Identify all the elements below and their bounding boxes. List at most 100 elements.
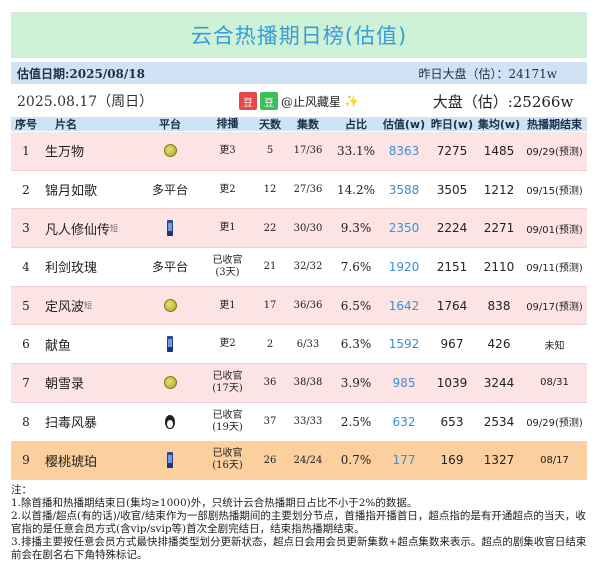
row-avg: 2534 — [483, 414, 515, 429]
header-avg: 集均(w) — [477, 118, 521, 131]
row-episodes: 17/36 — [293, 145, 323, 157]
mango-icon — [163, 376, 177, 390]
row-ratio: 6.5% — [340, 298, 372, 313]
row-days: 36 — [263, 377, 277, 389]
row-ratio: 3.9% — [340, 375, 372, 390]
row-avg: 1327 — [483, 453, 515, 468]
tencent-icon — [167, 452, 173, 469]
row-yesterday: 967 — [440, 337, 464, 352]
row-end: 09/29(预测) — [526, 147, 583, 159]
table-row: 9 樱桃琥珀 已收官 (16天) 26 24/24 0.7% 177 169 1327 08/17 — [11, 441, 587, 481]
mango-icon — [163, 299, 177, 313]
row-schedule: 更2 — [219, 338, 236, 350]
row-name: 献鱼 — [41, 325, 141, 363]
row-schedule: 更1 — [219, 222, 236, 234]
row-title: 朝雪录 — [45, 377, 85, 393]
market-line: 大盘（估）:25266w — [432, 92, 574, 111]
table-row: 8 扫毒风暴 已收官 (19天) 37 33/33 2.5% 632 653 2534 09/29… — [11, 402, 587, 442]
row-platform — [141, 403, 199, 441]
table-body: 1 生万物 更3 5 17/36 33.1% 8363 7275 1485 09/29(预测) 2 锦… — [11, 132, 587, 481]
row-end: 09/15(预测) — [526, 186, 583, 198]
note-1: 1.除首播和热播期结束日(集均≥1000)外，只统计云合热播期日占比不小于2%的… — [11, 497, 418, 509]
row-days: 2 — [266, 338, 274, 350]
row-platform — [141, 442, 199, 480]
row-avg: 2271 — [483, 221, 515, 236]
row-title: 定风波 — [45, 300, 85, 316]
row-episodes: 27/36 — [293, 184, 323, 196]
short-tag: 短 — [110, 223, 119, 233]
row-platform — [141, 287, 199, 325]
row-end: 09/29(预测) — [526, 418, 583, 430]
short-tag: 短 — [84, 301, 93, 311]
row-no: 7 — [22, 375, 30, 390]
row-episodes: 33/33 — [293, 416, 323, 428]
platform-text: 多平台 — [151, 183, 188, 198]
row-avg: 2110 — [483, 259, 515, 274]
row-yesterday: 2151 — [436, 259, 468, 274]
row-episodes: 6/33 — [296, 338, 320, 350]
table-row: 3 凡人修仙传短 更1 22 30/30 9.3% 2350 2224 2271 09/01(预测… — [11, 209, 587, 249]
header-end: 热播期结束 — [527, 118, 582, 131]
row-end: 09/01(预测) — [526, 224, 583, 236]
row-ratio: 0.7% — [340, 453, 372, 468]
row-schedule: 更1 — [219, 299, 236, 311]
row-yesterday: 2224 — [436, 221, 468, 236]
row-ratio: 6.3% — [340, 337, 372, 352]
row-avg: 838 — [487, 298, 511, 313]
row-days: 21 — [263, 261, 277, 273]
row-estimate: 1920 — [388, 259, 420, 274]
row-no: 3 — [22, 221, 30, 236]
row-schedule: 更2 — [219, 183, 236, 195]
row-no: 2 — [22, 182, 30, 197]
row-title: 凡人修仙传 — [45, 222, 111, 238]
row-estimate: 3588 — [388, 182, 420, 197]
platform-text: 多平台 — [151, 260, 188, 275]
row-episodes: 38/38 — [293, 377, 323, 389]
row-estimate: 8363 — [388, 143, 420, 158]
row-estimate: 2350 — [388, 221, 420, 236]
row-platform — [141, 325, 199, 363]
row-yesterday: 1764 — [436, 298, 468, 313]
header-platform: 平台 — [159, 118, 181, 131]
tencent-icon — [167, 336, 173, 353]
row-end: 09/11(预测) — [526, 263, 583, 275]
row-title: 利剑玫瑰 — [45, 261, 98, 277]
row-estimate: 985 — [392, 375, 416, 390]
table-row: 7 朝雪录 已收官 (17天) 36 38/38 3.9% 985 1039 3244 08/31 — [11, 364, 587, 403]
row-ratio: 33.1% — [336, 143, 376, 158]
row-days: 22 — [263, 222, 277, 234]
row-no: 1 — [22, 143, 30, 158]
row-name: 凡人修仙传短 — [41, 209, 141, 247]
penguin-icon — [165, 414, 175, 429]
row-schedule: 已收官 (16天) — [212, 448, 243, 472]
row-no: 9 — [22, 453, 30, 468]
estimate-date: 估值日期:2025/08/18 — [17, 66, 145, 81]
row-yesterday: 653 — [440, 414, 464, 429]
row-episodes: 30/30 — [293, 222, 323, 234]
header-no: 序号 — [15, 118, 37, 131]
row-avg: 3244 — [483, 375, 515, 390]
row-days: 5 — [266, 145, 274, 157]
table-row: 2 锦月如歌 多平台 更2 12 27/36 14.2% 3588 3505 1212 09/15(… — [11, 170, 587, 210]
header-yesterday: 昨日(w) — [430, 118, 474, 131]
header-name: 片名 — [55, 118, 77, 131]
header-ratio: 占比 — [345, 118, 367, 131]
header-episodes: 集数 — [297, 118, 319, 131]
header-estimate: 估值(w) — [382, 118, 426, 131]
row-ratio: 7.6% — [340, 259, 372, 274]
row-estimate: 1642 — [388, 298, 420, 313]
row-no: 6 — [22, 337, 30, 352]
row-end: 08/31 — [540, 377, 569, 389]
row-platform: 多平台 — [141, 171, 199, 209]
header-schedule: 排播 — [216, 117, 239, 130]
yesterday-market: 昨日大盘（估）：24171w — [418, 66, 557, 81]
row-ratio: 14.2% — [336, 182, 376, 197]
row-schedule: 已收官 (19天) — [212, 409, 243, 433]
row-schedule: 已收官 (17天) — [212, 370, 243, 394]
row-estimate: 177 — [392, 453, 416, 468]
row-title: 献鱼 — [45, 338, 72, 354]
row-end: 08/17 — [540, 454, 569, 466]
row-no: 4 — [22, 259, 30, 274]
row-yesterday: 169 — [440, 453, 464, 468]
row-days: 37 — [263, 416, 277, 428]
